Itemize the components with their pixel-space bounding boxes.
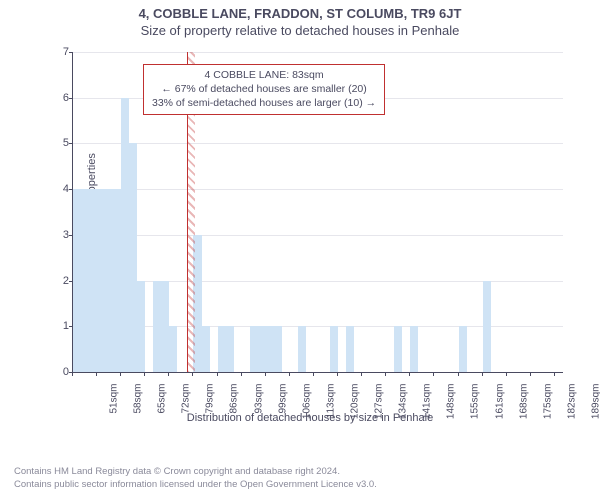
footer-attribution: Contains HM Land Registry data © Crown c… xyxy=(14,466,377,492)
x-tick-mark xyxy=(168,372,169,376)
y-tick-label: 3 xyxy=(53,229,69,241)
histogram-bar xyxy=(274,326,282,372)
histogram-bar xyxy=(459,326,467,372)
footer-line-1: Contains HM Land Registry data © Crown c… xyxy=(14,466,377,479)
histogram-bar xyxy=(73,189,81,372)
y-tick-label: 4 xyxy=(53,183,69,195)
x-tick-mark xyxy=(530,372,531,376)
histogram-bar xyxy=(218,326,226,372)
x-tick-label: 189sqm xyxy=(590,384,600,428)
histogram-bar xyxy=(193,235,201,372)
info-line-2: ← 67% of detached houses are smaller (20… xyxy=(152,82,376,96)
x-tick-mark xyxy=(241,372,242,376)
histogram-bar xyxy=(394,326,402,372)
histogram-bar xyxy=(81,189,89,372)
y-tick-mark xyxy=(69,98,73,99)
histogram-bar xyxy=(226,326,234,372)
info-line-3: 33% of semi-detached houses are larger (… xyxy=(152,96,376,110)
x-tick-mark xyxy=(144,372,145,376)
y-tick-label: 7 xyxy=(53,46,69,58)
histogram-bar xyxy=(113,189,121,372)
histogram-bar xyxy=(153,281,161,372)
histogram-bar xyxy=(121,98,129,372)
histogram-bar xyxy=(129,143,137,372)
x-tick-mark xyxy=(433,372,434,376)
histogram-bar xyxy=(483,281,491,372)
chart-title-main: 4, COBBLE LANE, FRADDON, ST COLUMB, TR9 … xyxy=(0,0,600,21)
chart-title-sub: Size of property relative to detached ho… xyxy=(0,21,600,38)
y-tick-label: 6 xyxy=(53,92,69,104)
x-tick-mark xyxy=(120,372,121,376)
histogram-bar xyxy=(89,189,97,372)
histogram-bar xyxy=(137,281,145,372)
y-tick-label: 0 xyxy=(53,366,69,378)
histogram-bar xyxy=(258,326,266,372)
x-tick-mark xyxy=(482,372,483,376)
x-tick-mark xyxy=(385,372,386,376)
marker-info-box: 4 COBBLE LANE: 83sqm ← 67% of detached h… xyxy=(143,64,385,115)
x-tick-mark xyxy=(337,372,338,376)
histogram-bar xyxy=(346,326,354,372)
gridline xyxy=(73,143,563,144)
x-axis-label: Distribution of detached houses by size … xyxy=(50,412,570,424)
x-tick-mark xyxy=(313,372,314,376)
chart-area: Number of detached properties 01234567 4… xyxy=(50,48,570,410)
info-line-1: 4 COBBLE LANE: 83sqm xyxy=(152,68,376,82)
x-tick-mark xyxy=(361,372,362,376)
y-tick-mark xyxy=(69,52,73,53)
y-tick-label: 2 xyxy=(53,275,69,287)
x-tick-mark xyxy=(554,372,555,376)
x-tick-mark xyxy=(72,372,73,376)
histogram-bar xyxy=(97,189,105,372)
plot-region: 01234567 4 COBBLE LANE: 83sqm ← 67% of d… xyxy=(72,52,563,373)
histogram-bar xyxy=(330,326,338,372)
footer-line-2: Contains public sector information licen… xyxy=(14,479,377,492)
histogram-bar xyxy=(250,326,258,372)
y-tick-label: 1 xyxy=(53,320,69,332)
x-tick-mark xyxy=(96,372,97,376)
y-tick-mark xyxy=(69,143,73,144)
x-tick-mark xyxy=(458,372,459,376)
gridline xyxy=(73,189,563,190)
histogram-bar xyxy=(169,326,177,372)
x-tick-mark xyxy=(506,372,507,376)
histogram-bar xyxy=(298,326,306,372)
y-tick-label: 5 xyxy=(53,137,69,149)
histogram-bar xyxy=(266,326,274,372)
gridline xyxy=(73,52,563,53)
x-tick-mark xyxy=(265,372,266,376)
histogram-bar xyxy=(161,281,169,372)
x-tick-mark xyxy=(192,372,193,376)
histogram-bar xyxy=(410,326,418,372)
histogram-bar xyxy=(105,189,113,372)
x-tick-mark xyxy=(409,372,410,376)
x-tick-mark xyxy=(217,372,218,376)
x-tick-mark xyxy=(289,372,290,376)
histogram-bar xyxy=(202,326,210,372)
gridline xyxy=(73,235,563,236)
